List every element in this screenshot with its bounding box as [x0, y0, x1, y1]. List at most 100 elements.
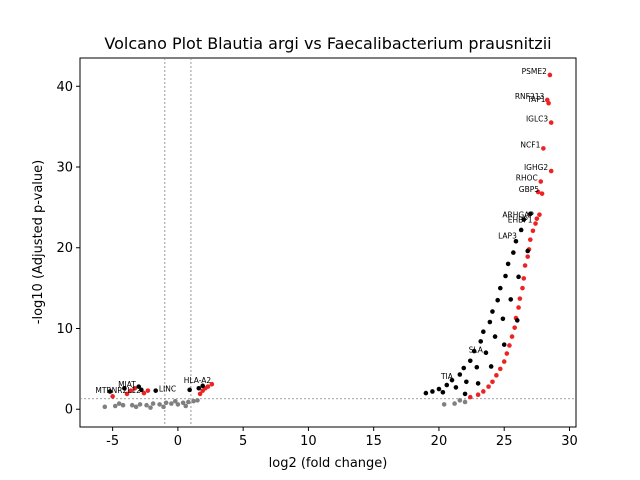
data-point: [461, 365, 467, 371]
data-point: [501, 342, 507, 347]
data-point: [546, 100, 551, 106]
data-point: [508, 297, 514, 302]
gene-label: TIA: [440, 372, 454, 381]
data-point: [495, 297, 500, 303]
gene-label: LAP3: [498, 232, 517, 241]
data-point: [514, 318, 520, 323]
data-point: [478, 339, 484, 344]
data-point: [191, 398, 196, 404]
data-point: [124, 391, 130, 397]
data-point: [136, 384, 142, 389]
data-point: [537, 212, 542, 217]
data-point: [148, 405, 153, 410]
data-point: [457, 372, 463, 377]
x-axis: -5 0 5 10 15 20 25 30: [106, 427, 578, 449]
x-tick-label: 25: [496, 434, 513, 449]
gene-label: LINC: [159, 384, 176, 393]
data-point: [497, 285, 503, 291]
gene-label: NCF1: [520, 140, 540, 149]
data-point: [180, 400, 186, 406]
x-tick-label: 10: [300, 434, 317, 449]
chart-title: Volcano Plot Blautia argi vs Faecalibact…: [104, 34, 551, 53]
data-point: [457, 398, 463, 403]
gene-label: MIAT: [118, 380, 136, 389]
data-point: [441, 402, 447, 407]
data-point: [137, 402, 143, 407]
x-tick-label: 15: [365, 434, 382, 449]
data-point: [471, 348, 477, 354]
data-point: [132, 385, 138, 391]
data-point: [516, 274, 521, 280]
data-point: [492, 334, 498, 339]
data-point: [541, 146, 546, 151]
data-point: [474, 364, 480, 370]
plot-frame: [79, 57, 577, 428]
data-point: [512, 325, 517, 330]
x-tick-label: -5: [106, 434, 119, 449]
data-point: [133, 404, 139, 410]
data-point: [195, 398, 200, 403]
y-tick-label: 0: [65, 403, 73, 418]
gene-label: HLA-A2: [184, 376, 212, 385]
data-point: [535, 189, 541, 195]
gene-label: IGLC3: [526, 115, 548, 124]
data-point: [107, 389, 113, 394]
data-point: [196, 385, 202, 391]
data-point: [464, 379, 469, 385]
x-tick-label: 30: [561, 434, 578, 449]
threshold-lines: [80, 58, 576, 427]
data-point: [452, 401, 457, 406]
data-point: [467, 394, 473, 400]
data-point: [175, 402, 181, 407]
data-point: [129, 402, 135, 408]
x-tick-label: 20: [431, 434, 448, 449]
data-point: [449, 377, 455, 383]
data-point: [505, 261, 511, 267]
data-point: [128, 388, 134, 393]
gene-label: MTRNR2L12: [95, 386, 141, 395]
data-point: [187, 387, 192, 393]
data-point: [153, 388, 159, 393]
data-point: [530, 228, 536, 234]
data-point: [517, 296, 523, 301]
data-point: [548, 168, 554, 174]
data-point: [503, 273, 508, 279]
gene-label: EHBP1: [508, 216, 533, 225]
gene-label: IGHG2: [524, 163, 548, 172]
data-point: [490, 379, 495, 385]
y-axis-label: -log10 (Adjusted p-value): [31, 160, 46, 324]
gene-label: RNF213: [515, 92, 545, 101]
data-point: [145, 388, 151, 393]
data-point: [525, 248, 531, 254]
gene-label: ARHGAP: [502, 211, 534, 220]
data-point: [481, 329, 486, 335]
data-point: [197, 391, 203, 397]
y-tick-label: 30: [56, 161, 73, 176]
data-point: [209, 381, 215, 387]
data-point: [163, 400, 169, 406]
data-point: [161, 404, 166, 410]
gene-label: GBP5: [519, 185, 539, 194]
data-point: [488, 364, 494, 369]
data-point: [186, 399, 191, 405]
data-point: [518, 227, 524, 233]
data-point: [436, 386, 442, 392]
data-point: [504, 351, 510, 356]
data-point: [497, 366, 503, 372]
data-point: [501, 359, 507, 364]
y-axis: 0 10 20 30 40: [56, 80, 80, 418]
data-point: [528, 211, 533, 217]
data-point: [475, 392, 481, 398]
data-point: [423, 390, 429, 396]
y-tick-label: 40: [56, 80, 73, 95]
data-point: [475, 381, 481, 386]
data-point: [494, 373, 499, 378]
data-point: [430, 389, 435, 394]
data-point: [200, 383, 205, 389]
data-point: [516, 305, 521, 310]
data-point: [486, 384, 491, 389]
data-point: [547, 72, 553, 78]
data-point: [534, 216, 540, 221]
